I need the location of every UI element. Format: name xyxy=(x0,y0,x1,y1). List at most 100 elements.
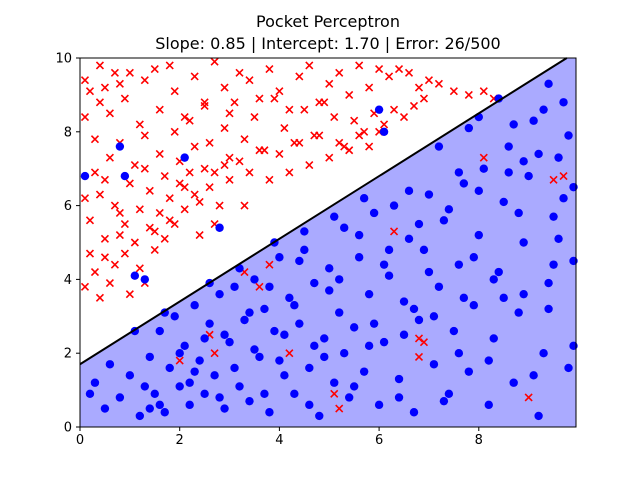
dot-point xyxy=(549,212,558,221)
cross-point xyxy=(95,190,105,199)
cross-point xyxy=(340,142,349,151)
cross-point xyxy=(125,68,134,77)
cross-point xyxy=(330,112,339,122)
dot-point xyxy=(245,308,254,317)
dot-point xyxy=(145,404,154,413)
dot-point xyxy=(434,142,444,151)
dot-point xyxy=(115,142,125,151)
dot-point xyxy=(245,396,254,406)
cross-point xyxy=(549,175,558,184)
cross-point xyxy=(170,87,179,96)
dot-point xyxy=(185,400,194,410)
dot-point xyxy=(499,197,508,207)
dot-point xyxy=(474,186,483,196)
cross-point xyxy=(110,68,119,77)
cross-point xyxy=(210,57,219,66)
region-below xyxy=(80,58,576,427)
dot-point xyxy=(220,404,229,413)
cross-point xyxy=(150,65,159,74)
dot-point xyxy=(185,378,194,387)
cross-point xyxy=(85,249,95,258)
dot-point xyxy=(454,168,464,177)
dot-point xyxy=(544,79,553,89)
dot-point xyxy=(544,278,553,288)
cross-point xyxy=(180,205,189,214)
cross-point xyxy=(404,68,414,77)
cross-point xyxy=(225,109,234,118)
dot-point xyxy=(340,223,349,232)
dot-point xyxy=(519,289,528,299)
dot-point xyxy=(280,371,289,380)
dot-point xyxy=(379,260,389,269)
cross-point xyxy=(479,87,488,96)
dot-point xyxy=(260,389,269,398)
dot-point xyxy=(554,234,563,244)
cross-point xyxy=(449,87,458,96)
cross-point xyxy=(80,282,90,291)
cross-point xyxy=(110,260,119,269)
cross-point xyxy=(275,87,284,96)
cross-point xyxy=(100,234,109,243)
dot-point xyxy=(145,352,154,362)
cross-point xyxy=(320,98,329,107)
cross-point xyxy=(100,253,109,262)
dot-point xyxy=(220,330,229,339)
dot-point xyxy=(270,326,279,336)
cross-point xyxy=(185,116,194,125)
dot-point xyxy=(409,304,419,314)
dot-point xyxy=(409,408,419,417)
cross-point xyxy=(559,172,568,181)
dot-point xyxy=(499,293,508,303)
cross-point xyxy=(355,131,364,140)
dot-point xyxy=(489,334,498,343)
dot-point xyxy=(250,345,259,354)
cross-point xyxy=(175,179,184,188)
cross-point xyxy=(265,260,274,269)
dot-point xyxy=(364,289,374,299)
dot-point xyxy=(180,153,189,162)
cross-point xyxy=(225,175,234,184)
dot-point xyxy=(374,400,384,410)
dot-point xyxy=(399,330,409,339)
y-tick-label: 4 xyxy=(64,273,72,288)
dot-point xyxy=(549,260,558,269)
dot-point xyxy=(275,253,284,262)
cross-point xyxy=(140,164,149,173)
cross-point xyxy=(155,105,164,114)
dot-point xyxy=(429,312,439,321)
cross-point xyxy=(389,227,399,236)
cross-point xyxy=(160,172,169,181)
x-tick-label: 0 xyxy=(76,433,84,448)
dot-point xyxy=(384,271,394,280)
dot-point xyxy=(100,404,110,413)
dot-point xyxy=(160,408,169,417)
dot-point xyxy=(444,389,454,398)
cross-point xyxy=(335,138,344,147)
dot-point xyxy=(454,260,464,269)
x-tick-label: 4 xyxy=(275,433,283,448)
dot-point xyxy=(399,297,409,306)
cross-point xyxy=(195,197,204,206)
dot-point xyxy=(504,142,513,151)
dot-point xyxy=(330,212,339,221)
cross-point xyxy=(240,135,249,144)
dot-point xyxy=(459,179,469,188)
chart-title: Pocket Perceptron xyxy=(256,12,400,31)
dot-point xyxy=(444,205,454,214)
cross-point xyxy=(100,83,109,92)
cross-point xyxy=(95,98,105,107)
cross-point xyxy=(280,124,289,133)
dot-point xyxy=(140,275,150,284)
cross-point xyxy=(384,72,394,81)
dot-point xyxy=(305,400,314,410)
cross-point xyxy=(220,83,229,92)
dot-point xyxy=(120,171,130,181)
dot-point xyxy=(340,349,349,358)
dot-point xyxy=(439,396,449,406)
cross-point xyxy=(409,101,419,111)
cross-point xyxy=(270,94,279,103)
dot-point xyxy=(544,304,553,314)
cross-point xyxy=(240,201,249,210)
dot-point xyxy=(105,360,115,369)
